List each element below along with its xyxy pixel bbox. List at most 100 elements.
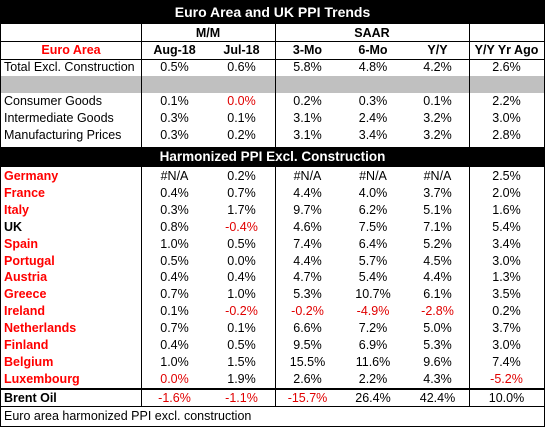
cell-yy: 4.3% <box>423 371 452 386</box>
cell-3mo: 4.7% <box>293 270 322 285</box>
cell-3mo: 0.2% <box>293 94 322 108</box>
grid-line <box>275 166 276 406</box>
grid-line <box>141 23 142 147</box>
country-row: Finland 0.4% 0.5% 9.5% 6.9% 5.3% 3.0% <box>1 337 544 354</box>
cell-jul18: 0.5% <box>227 338 256 352</box>
group-header-saar: SAAR <box>354 26 390 40</box>
cell-3mo: -15.7% <box>287 391 328 405</box>
cell-yy: 7.1% <box>423 219 452 234</box>
row-label: Greece <box>4 287 47 302</box>
country-row: Italy 0.3% 1.7% 9.7% 6.2% 5.1% 1.6% <box>1 202 544 219</box>
cell-3mo: 9.7% <box>293 202 322 217</box>
column-header-yy-yr-ago: Y/Y Yr Ago <box>474 43 539 57</box>
row-label: Total Excl. Construction <box>4 60 135 74</box>
grid-line <box>1 406 544 407</box>
cell-yy-yr-ago: -5.2% <box>490 371 523 386</box>
column-header-label: Euro Area <box>41 43 101 57</box>
country-row: UK 0.8% -0.4% 4.6% 7.5% 7.1% 5.4% <box>1 219 544 236</box>
cell-jul18: -0.4% <box>225 219 258 234</box>
cell-aug18: 0.0% <box>160 371 189 386</box>
cell-jul18: 1.0% <box>227 287 256 302</box>
cell-yy-yr-ago: 5.4% <box>492 219 521 234</box>
grid-line <box>469 166 470 406</box>
brent-row: Brent Oil -1.6% -1.1% -15.7% 26.4% 42.4% 10.0% <box>1 390 544 407</box>
cell-yy-yr-ago: 7.4% <box>492 354 521 369</box>
cell-3mo: 3.1% <box>293 111 322 125</box>
cell-6mo: 6.4% <box>358 236 388 251</box>
country-row: Belgium 1.0% 1.5% 15.5% 11.6% 9.6% 7.4% <box>1 354 544 371</box>
euro-row: Total Excl. Construction 0.5% 0.6% 5.8% 4.8%… <box>1 59 544 76</box>
country-row: Germany #N/A 0.2% #N/A #N/A #N/A 2.5% <box>1 168 544 185</box>
row-label: Spain <box>4 236 39 251</box>
cell-3mo: -0.2% <box>291 304 324 319</box>
grid-line <box>275 23 276 147</box>
cell-jul18: 1.5% <box>227 354 256 369</box>
cell-3mo: 4.4% <box>293 253 322 268</box>
cell-yy-yr-ago: 1.3% <box>492 270 521 285</box>
cell-jul18: -1.1% <box>225 391 258 405</box>
cell-yy-yr-ago: 3.0% <box>492 111 521 125</box>
footnote: Euro area harmonized PPI excl. construct… <box>4 409 252 423</box>
column-header-3mo: 3-Mo <box>292 43 323 57</box>
country-row: Austria 0.4% 0.4% 4.7% 5.4% 4.4% 1.3% <box>1 269 544 286</box>
country-row: Portugal 0.5% 0.0% 4.4% 5.7% 4.5% 3.0% <box>1 253 544 270</box>
grid-line <box>1 147 544 148</box>
country-row: Ireland 0.1% -0.2% -0.2% -4.9% -2.8% 0.2% <box>1 303 544 320</box>
cell-yy-yr-ago: 10.0% <box>488 391 525 405</box>
cell-yy-yr-ago: 2.8% <box>492 128 521 142</box>
country-row: Luxembourg 0.0% 1.9% 2.6% 2.2% 4.3% -5.2% <box>1 371 544 388</box>
cell-yy-yr-ago: 3.0% <box>492 253 521 268</box>
cell-6mo: 0.3% <box>358 94 388 108</box>
cell-jul18: 0.7% <box>227 185 256 200</box>
cell-yy: 42.4% <box>419 391 456 405</box>
cell-aug18: 0.7% <box>160 287 189 302</box>
cell-aug18: 0.1% <box>160 304 189 319</box>
row-label: Intermediate Goods <box>4 111 114 125</box>
cell-yy: 5.3% <box>423 338 452 352</box>
column-header-aug18: Aug-18 <box>153 43 196 57</box>
cell-jul18: 1.7% <box>227 202 256 217</box>
row-label: Belgium <box>4 354 54 369</box>
euro-row: Intermediate Goods 0.3% 0.1% 3.1% 2.4% 3.2% 3.… <box>1 110 544 127</box>
cell-6mo: #N/A <box>359 169 387 183</box>
cell-yy-yr-ago: 2.0% <box>492 185 521 200</box>
cell-3mo: 4.4% <box>293 185 322 200</box>
cell-jul18: 0.4% <box>227 270 256 285</box>
cell-yy: #N/A <box>423 169 452 183</box>
cell-aug18: 0.3% <box>160 202 189 217</box>
table-title: Euro Area and UK PPI Trends <box>1 1 544 23</box>
cell-aug18: 0.3% <box>160 111 189 125</box>
cell-yy: 4.5% <box>423 253 452 268</box>
cell-yy: 3.7% <box>423 185 452 200</box>
cell-yy-yr-ago: 1.6% <box>492 202 521 217</box>
cell-6mo: 10.7% <box>355 287 391 302</box>
cell-6mo: 2.2% <box>358 371 388 386</box>
cell-jul18: 0.6% <box>227 60 256 74</box>
cell-aug18: #N/A <box>160 169 189 183</box>
cell-jul18: -0.2% <box>225 304 258 319</box>
country-row: Netherlands 0.7% 0.1% 6.6% 7.2% 5.0% 3.7% <box>1 320 544 337</box>
cell-6mo: 6.2% <box>358 202 388 217</box>
cell-yy-yr-ago: 2.5% <box>492 169 521 183</box>
group-header-mm: M/M <box>195 26 221 40</box>
cell-yy-yr-ago: 2.2% <box>492 94 521 108</box>
country-row: France 0.4% 0.7% 4.4% 4.0% 3.7% 2.0% <box>1 185 544 202</box>
cell-jul18: 0.0% <box>227 253 256 268</box>
cell-yy-yr-ago: 3.4% <box>492 236 521 251</box>
cell-yy: 3.2% <box>423 128 452 142</box>
cell-jul18: 0.1% <box>227 111 256 125</box>
cell-6mo: 3.4% <box>358 128 388 142</box>
row-label: Italy <box>4 202 30 217</box>
cell-yy: 5.0% <box>423 321 452 336</box>
country-row: Greece 0.7% 1.0% 5.3% 10.7% 6.1% 3.5% <box>1 286 544 303</box>
cell-jul18: 0.0% <box>227 94 256 108</box>
grid-line <box>469 23 470 147</box>
cell-3mo: 15.5% <box>289 354 326 369</box>
cell-jul18: 0.2% <box>227 169 256 183</box>
cell-yy-yr-ago: 3.7% <box>492 321 521 336</box>
cell-aug18: 0.1% <box>160 94 189 108</box>
cell-6mo: 4.0% <box>358 185 388 200</box>
cell-yy: 5.2% <box>423 236 452 251</box>
cell-yy: -2.8% <box>421 304 454 319</box>
cell-3mo: 9.5% <box>293 338 322 352</box>
